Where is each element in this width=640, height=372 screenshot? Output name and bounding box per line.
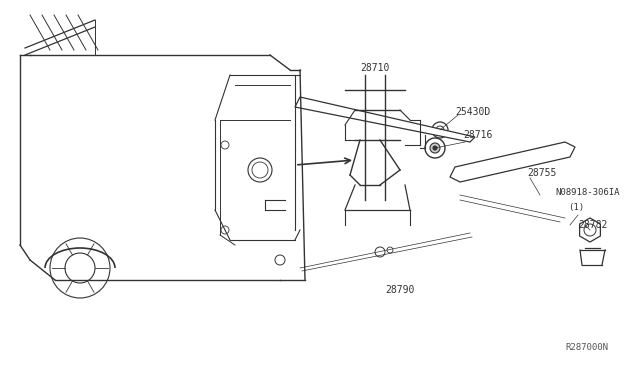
Text: R287000N: R287000N	[565, 343, 608, 353]
Text: 28782: 28782	[578, 220, 607, 230]
Text: N08918-306IA: N08918-306IA	[555, 187, 620, 196]
Text: 28710: 28710	[360, 63, 389, 73]
Text: 25430D: 25430D	[455, 107, 490, 117]
Polygon shape	[295, 97, 475, 142]
Circle shape	[430, 143, 440, 153]
Text: 28790: 28790	[385, 285, 414, 295]
Polygon shape	[580, 218, 600, 242]
Polygon shape	[450, 142, 575, 182]
Circle shape	[433, 146, 437, 150]
Text: (1): (1)	[568, 202, 584, 212]
Text: 28716: 28716	[463, 130, 492, 140]
Text: 28755: 28755	[527, 168, 556, 178]
